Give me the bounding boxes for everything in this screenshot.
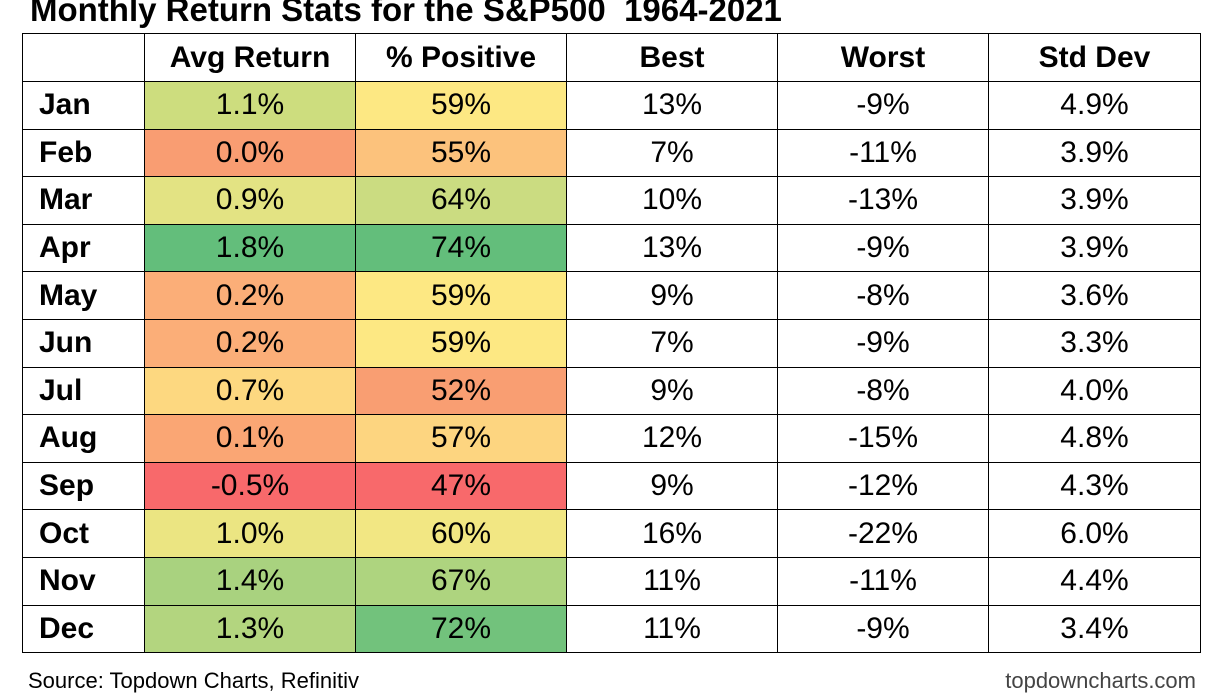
month-cell: Jul — [22, 366, 145, 416]
table-row: Aug 0.1% 57% 12% -15% 4.8% — [22, 414, 1201, 463]
std-dev-cell: 4.4% — [988, 556, 1201, 606]
worst-cell: -11% — [777, 128, 989, 178]
avg-return-cell: 1.0% — [144, 509, 356, 558]
avg-return-cell: 0.2% — [144, 318, 356, 368]
pct-positive-cell: 47% — [355, 461, 567, 511]
worst-cell: -22% — [777, 509, 989, 558]
std-dev-cell: 4.0% — [988, 366, 1201, 416]
avg-return-cell: 1.4% — [144, 556, 356, 606]
worst-cell: -9% — [777, 81, 989, 130]
best-cell: 16% — [566, 509, 778, 558]
std-dev-cell: 6.0% — [988, 509, 1201, 558]
header-month — [22, 33, 145, 82]
best-cell: 10% — [566, 176, 778, 225]
worst-cell: -12% — [777, 461, 989, 511]
header-std-dev: Std Dev — [988, 33, 1201, 82]
worst-cell: -9% — [777, 318, 989, 368]
source-note: Source: Topdown Charts, Refinitiv — [28, 668, 359, 693]
pct-positive-cell: 57% — [355, 414, 567, 463]
month-cell: Mar — [22, 176, 145, 225]
avg-return-cell: 0.0% — [144, 128, 356, 178]
website-credit: topdowncharts.com — [1005, 668, 1196, 693]
avg-return-cell: -0.5% — [144, 461, 356, 511]
chart-title: Monthly Return Stats for the S&P500 1964… — [30, 0, 782, 28]
best-cell: 7% — [566, 128, 778, 178]
pct-positive-cell: 52% — [355, 366, 567, 416]
std-dev-cell: 3.9% — [988, 128, 1201, 178]
table-row: Jul 0.7% 52% 9% -8% 4.0% — [22, 366, 1201, 416]
table-row: May 0.2% 59% 9% -8% 3.6% — [22, 271, 1201, 320]
month-cell: May — [22, 271, 145, 320]
table-row: Mar 0.9% 64% 10% -13% 3.9% — [22, 176, 1201, 225]
month-cell: Jun — [22, 318, 145, 368]
header-best: Best — [566, 33, 778, 82]
month-cell: Sep — [22, 461, 145, 511]
pct-positive-cell: 64% — [355, 176, 567, 225]
table-row: Jan 1.1% 59% 13% -9% 4.9% — [22, 81, 1201, 130]
pct-positive-cell: 74% — [355, 223, 567, 273]
month-cell: Feb — [22, 128, 145, 178]
worst-cell: -9% — [777, 604, 989, 654]
pct-positive-cell: 55% — [355, 128, 567, 178]
best-cell: 7% — [566, 318, 778, 368]
pct-positive-cell: 72% — [355, 604, 567, 654]
worst-cell: -13% — [777, 176, 989, 225]
avg-return-cell: 1.8% — [144, 223, 356, 273]
header-worst: Worst — [777, 33, 989, 82]
header-pct-positive: % Positive — [355, 33, 567, 82]
best-cell: 9% — [566, 271, 778, 320]
month-cell: Apr — [22, 223, 145, 273]
std-dev-cell: 4.8% — [988, 414, 1201, 463]
avg-return-cell: 1.1% — [144, 81, 356, 130]
avg-return-cell: 0.2% — [144, 271, 356, 320]
worst-cell: -15% — [777, 414, 989, 463]
best-cell: 13% — [566, 81, 778, 130]
table-row: Apr 1.8% 74% 13% -9% 3.9% — [22, 223, 1201, 273]
std-dev-cell: 3.3% — [988, 318, 1201, 368]
table-row: Nov 1.4% 67% 11% -11% 4.4% — [22, 556, 1201, 606]
table-row: Dec 1.3% 72% 11% -9% 3.4% — [22, 604, 1201, 654]
avg-return-cell: 0.7% — [144, 366, 356, 416]
header-avg-return: Avg Return — [144, 33, 356, 82]
std-dev-cell: 4.3% — [988, 461, 1201, 511]
table-row: Oct 1.0% 60% 16% -22% 6.0% — [22, 509, 1201, 558]
monthly-stats-table: Avg Return % Positive Best Worst Std Dev… — [22, 33, 1201, 654]
pct-positive-cell: 67% — [355, 556, 567, 606]
best-cell: 11% — [566, 604, 778, 654]
pct-positive-cell: 59% — [355, 318, 567, 368]
pct-positive-cell: 59% — [355, 81, 567, 130]
worst-cell: -11% — [777, 556, 989, 606]
month-cell: Aug — [22, 414, 145, 463]
best-cell: 11% — [566, 556, 778, 606]
best-cell: 12% — [566, 414, 778, 463]
avg-return-cell: 0.1% — [144, 414, 356, 463]
month-cell: Jan — [22, 81, 145, 130]
table-row: Feb 0.0% 55% 7% -11% 3.9% — [22, 128, 1201, 178]
worst-cell: -9% — [777, 223, 989, 273]
pct-positive-cell: 60% — [355, 509, 567, 558]
header-row: Avg Return % Positive Best Worst Std Dev — [22, 33, 1201, 82]
avg-return-cell: 1.3% — [144, 604, 356, 654]
pct-positive-cell: 59% — [355, 271, 567, 320]
worst-cell: -8% — [777, 271, 989, 320]
month-cell: Oct — [22, 509, 145, 558]
best-cell: 9% — [566, 366, 778, 416]
month-cell: Dec — [22, 604, 145, 654]
month-cell: Nov — [22, 556, 145, 606]
std-dev-cell: 4.9% — [988, 81, 1201, 130]
best-cell: 13% — [566, 223, 778, 273]
std-dev-cell: 3.6% — [988, 271, 1201, 320]
best-cell: 9% — [566, 461, 778, 511]
std-dev-cell: 3.9% — [988, 223, 1201, 273]
std-dev-cell: 3.4% — [988, 604, 1201, 654]
table-row: Jun 0.2% 59% 7% -9% 3.3% — [22, 318, 1201, 368]
table-row: Sep -0.5% 47% 9% -12% 4.3% — [22, 461, 1201, 511]
worst-cell: -8% — [777, 366, 989, 416]
std-dev-cell: 3.9% — [988, 176, 1201, 225]
avg-return-cell: 0.9% — [144, 176, 356, 225]
